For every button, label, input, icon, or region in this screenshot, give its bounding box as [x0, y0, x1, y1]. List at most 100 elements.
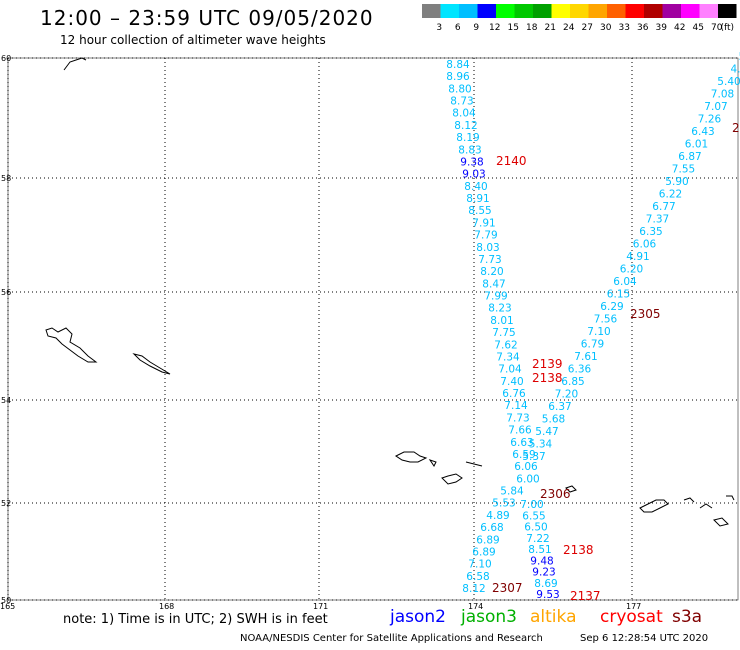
wave-height-value: 6.79: [581, 339, 604, 351]
wave-height-value: 5.34: [529, 439, 553, 451]
wave-height-value: 8.84: [446, 59, 470, 71]
time-label: 2137: [570, 589, 601, 603]
wave-height-value: 9.38: [460, 156, 483, 168]
colorbar-label: 12: [489, 23, 500, 33]
lat-tick-label: 60: [1, 54, 11, 63]
wave-height-value: 8.51: [528, 544, 551, 556]
wave-height-value: 8.20: [480, 266, 503, 278]
wave-height-value: 8.55: [468, 205, 491, 217]
wave-height-value: 8.01: [490, 315, 513, 327]
island-outline: [45, 327, 98, 363]
wave-height-value: 6.63: [510, 437, 533, 449]
colorbar-swatch: [607, 4, 626, 18]
colorbar-label: 45: [693, 23, 704, 33]
island-outline: [713, 517, 729, 527]
wave-height-value: 5.40: [717, 76, 740, 88]
wave-height-value: 4.89: [486, 510, 509, 522]
colorbar-swatch: [496, 4, 515, 18]
satellite-jason2: jason2: [390, 607, 446, 627]
wave-height-value: 6.06: [633, 239, 657, 251]
colorbar-label: 18: [526, 23, 538, 33]
wave-height-value: 4.: [730, 64, 740, 76]
wave-height-value: 6.76: [502, 388, 526, 400]
colorbar-swatch: [440, 4, 459, 18]
coastlines: [45, 57, 735, 527]
wave-height-value: 8.80: [448, 83, 471, 95]
color-scale-legend: 3 6 9 12 15 18 21 24 27 30 33 36 39 42 45 70(ft): [422, 4, 737, 33]
wave-height-value: 6.55: [522, 510, 545, 522]
wave-height-value: 8.03: [476, 242, 499, 254]
wave-height-value: 6.04: [613, 276, 637, 288]
wave-height-value: 6.85: [561, 376, 584, 388]
wave-height-value: 8.23: [488, 303, 511, 315]
colorbar-swatch: [570, 4, 589, 18]
island-outline: [565, 485, 577, 493]
colorbar-swatch: [718, 4, 737, 18]
island-outline: [465, 461, 483, 467]
wave-height-value: 6.68: [480, 522, 503, 534]
wave-height-value: 7.61: [574, 351, 597, 363]
colorbar-label: 39: [656, 23, 668, 33]
lon-tick-label: 168: [159, 602, 174, 611]
colorbar-label: 30: [600, 23, 612, 33]
time-label: 2: [732, 121, 740, 135]
wave-height-value: 7.26: [698, 114, 722, 126]
island-outline: [639, 499, 669, 513]
wave-height-value: 6.20: [620, 264, 643, 276]
wave-height-value: 8.69: [534, 578, 557, 590]
colorbar-swatch: [588, 4, 607, 18]
time-label: 2307: [492, 581, 523, 595]
colorbar-label: (ft): [720, 23, 734, 33]
wave-height-value: 7.07: [704, 101, 727, 113]
wave-height-value: 7.62: [494, 339, 517, 351]
wave-height-value: 7.10: [587, 326, 610, 338]
wave-height-value: 8.40: [464, 181, 487, 193]
colorbar-swatch: [699, 4, 718, 18]
colorbar-label: 6: [455, 23, 461, 33]
lat-tick-label: 50: [1, 596, 11, 605]
wave-height-value: 4.91: [626, 251, 649, 263]
wave-height-value: 9.23: [532, 567, 555, 579]
wave-height-value: 8.83: [458, 144, 481, 156]
track-south: 7.006.556.507.228.519.489.238.699.53: [520, 499, 559, 601]
wave-height-value: 6.35: [639, 226, 662, 238]
colorbar-label: 21: [545, 23, 556, 33]
colorbar-label: 9: [473, 23, 479, 33]
colorbar-swatch: [477, 4, 496, 18]
lon-tick-label: 174: [468, 602, 483, 611]
island-outline: [63, 57, 87, 71]
wave-height-value: 6.43: [691, 126, 714, 138]
credit-line: NOAA/NESDIS Center for Satellite Applica…: [240, 633, 543, 644]
colorbar-label: 24: [563, 23, 575, 33]
colorbar-swatch: [514, 4, 533, 18]
lat-tick-label: 56: [1, 288, 11, 297]
colorbar-label: 27: [582, 23, 593, 33]
page-subtitle: 12 hour collection of altimeter wave hei…: [60, 33, 326, 47]
colorbar-swatch: [459, 4, 478, 18]
wave-height-value: 6.87: [678, 151, 701, 163]
map-border: [7, 57, 739, 601]
lat-tick-label: 54: [1, 396, 11, 405]
wave-height-value: 6.00: [516, 473, 539, 485]
wave-height-value: 6.37: [548, 401, 571, 413]
wave-height-value: 5.47: [535, 426, 558, 438]
time-label: 2306: [540, 487, 571, 501]
wave-height-value: 7.73: [506, 412, 529, 424]
wave-height-value: 5.84: [500, 486, 524, 498]
track-jason3-west: 8.848.968.808.738.048.128.198.839.389.03…: [446, 59, 539, 595]
wave-height-value: 9.53: [536, 589, 559, 601]
wave-height-value: 9.48: [530, 555, 553, 567]
time-label: 2139: [532, 357, 563, 371]
wave-height-value: 7.40: [500, 376, 523, 388]
colorbar-label: 70: [711, 23, 723, 33]
wave-height-value: 7.99: [484, 291, 507, 303]
wave-height-value: 7.75: [492, 327, 515, 339]
wave-height-value: 7.79: [474, 230, 497, 242]
grid-lines: [7, 57, 738, 601]
satellite-s3a: s3a: [672, 607, 703, 627]
wave-height-value: 8.47: [482, 278, 505, 290]
wave-height-value: 6.22: [659, 189, 682, 201]
island-outline: [428, 459, 437, 467]
wave-height-value: 5: [739, 51, 740, 63]
